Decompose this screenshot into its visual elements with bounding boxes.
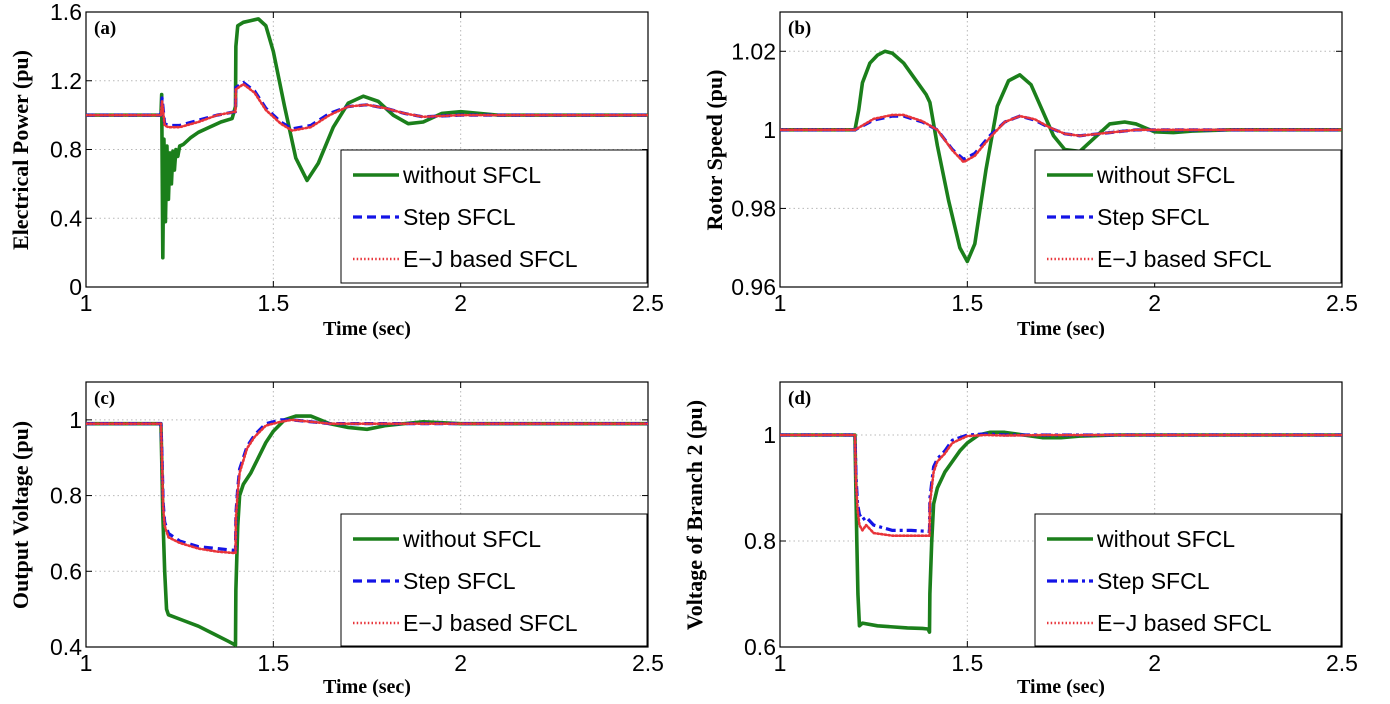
y-tick-label: 1.02: [731, 38, 776, 64]
y-axis-label: Rotor Speed (pu): [702, 70, 727, 231]
axes-frame: [779, 11, 1343, 288]
chart-panel-a: 1 1.5 2 2.5 0 0.4 0.8 1.2 1.6 Time (sec) Electrica…: [8, 0, 664, 340]
legend-entry: Step SFCL: [1097, 204, 1210, 230]
legend-box: [1034, 149, 1342, 284]
panel-label: (d): [788, 388, 811, 409]
x-tick-label: 2.5: [632, 290, 664, 316]
x-tick-label: 1: [80, 650, 93, 676]
legend-entry: E−J based SFCL: [403, 246, 578, 272]
y-tick-label: 1: [69, 407, 82, 433]
legend-entry: without SFCL: [1096, 526, 1235, 552]
x-tick-label: 2.5: [1326, 290, 1358, 316]
legend-entry: Step SFCL: [403, 568, 516, 594]
series-line-without-sfcl: [86, 414, 648, 647]
x-tick-label: 2: [1148, 290, 1161, 316]
x-axis-label: Time (sec): [323, 318, 411, 340]
x-tick-label: 2: [454, 290, 467, 316]
x-tick-label: 2.5: [632, 650, 664, 676]
series-line-ej-sfcl: [86, 418, 648, 555]
legend-entry: E−J based SFCL: [1097, 610, 1272, 636]
series-line-without-sfcl: [780, 430, 1342, 634]
y-axis-label: Output Voltage (pu): [8, 421, 33, 609]
x-axis-label: Time (sec): [1017, 676, 1105, 698]
axes-frame: [85, 381, 649, 648]
y-tick-label: 0.4: [50, 205, 82, 231]
axes-frame: [779, 381, 1343, 648]
panel-label: (a): [94, 18, 116, 39]
series-line-without-sfcl: [780, 49, 1342, 264]
series-lines: [86, 414, 648, 647]
x-tick-label: 1: [80, 290, 93, 316]
y-tick-label: 1: [763, 422, 776, 448]
series-lines: [86, 17, 648, 260]
x-tick-label: 1.5: [951, 290, 983, 316]
x-tick-label: 1.5: [257, 290, 289, 316]
legend-entry: without SFCL: [402, 526, 541, 552]
x-tick-label: 2: [1148, 650, 1161, 676]
legend-box: [340, 149, 648, 284]
x-axis-label: Time (sec): [1017, 318, 1105, 340]
series-line-ej-sfcl: [780, 433, 1342, 537]
x-tick-label: 1.5: [951, 650, 983, 676]
legend-entry: without SFCL: [402, 162, 541, 188]
x-tick-label: 1: [774, 650, 787, 676]
x-tick-label: 2.5: [1326, 650, 1358, 676]
series-lines: [780, 49, 1342, 264]
legend-box: [340, 513, 648, 647]
legend-entry: E−J based SFCL: [403, 610, 578, 636]
series-lines: [780, 430, 1342, 634]
y-tick-label: 0.8: [50, 483, 82, 509]
y-axis-label: Voltage of Branch 2 (pu): [682, 400, 707, 630]
y-tick-label: 1.2: [50, 68, 82, 94]
y-tick-label: 0.4: [50, 634, 82, 660]
legend: without SFCL Step SFCL E−J based SFCL: [1034, 513, 1342, 647]
series-line-ej-sfcl: [86, 82, 648, 132]
legend: without SFCL Step SFCL E−J based SFCL: [1034, 149, 1342, 284]
legend-entry: Step SFCL: [403, 204, 516, 230]
y-tick-label: 0.8: [50, 137, 82, 163]
legend: without SFCL Step SFCL E−J based SFCL: [340, 149, 648, 284]
legend-box: [1034, 513, 1342, 647]
chart-panel-d: 1 1.5 2 2.5 0.6 0.8 1 Time (sec) Voltage of Bran…: [682, 381, 1358, 698]
y-tick-label: 0.8: [744, 528, 776, 554]
y-tick-label: 1: [763, 117, 776, 143]
y-tick-label: 0.6: [50, 558, 82, 584]
legend-entry: without SFCL: [1096, 162, 1235, 188]
chart-panel-c: 1 1.5 2 2.5 0.4 0.6 0.8 1 Time (sec) Output Volta…: [8, 381, 664, 698]
y-tick-label: 0.98: [731, 195, 776, 221]
x-tick-label: 2: [454, 650, 467, 676]
y-tick-label: 1.6: [50, 0, 82, 25]
panel-label: (c): [94, 388, 115, 409]
chart-panel-b: 1 1.5 2 2.5 0.96 0.98 1 1.02 Time (sec) Rotor Spe…: [702, 11, 1358, 340]
y-tick-label: 0.6: [744, 634, 776, 660]
y-tick-label: 0: [69, 274, 82, 300]
x-tick-label: 1: [774, 290, 787, 316]
series-line-without-sfcl: [86, 17, 648, 260]
legend: without SFCL Step SFCL E−J based SFCL: [340, 513, 648, 647]
x-tick-label: 1.5: [257, 650, 289, 676]
panel-label: (b): [788, 18, 811, 39]
y-tick-label: 0.96: [731, 274, 776, 300]
x-axis-label: Time (sec): [323, 676, 411, 698]
legend-entry: Step SFCL: [1097, 568, 1210, 594]
y-axis-label: Electrical Power (pu): [8, 50, 33, 250]
series-line-ej-sfcl: [780, 113, 1342, 164]
legend-entry: E−J based SFCL: [1097, 246, 1272, 272]
